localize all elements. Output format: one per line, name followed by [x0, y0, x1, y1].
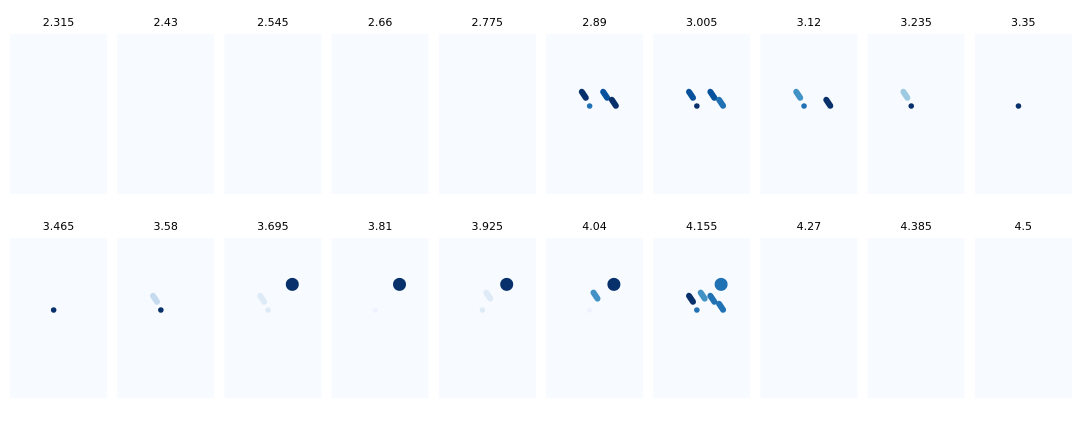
panel-title: 4.385 — [900, 220, 932, 233]
scatter-point — [716, 300, 727, 313]
scatter-point — [697, 289, 708, 302]
panel-title: 2.66 — [368, 16, 393, 29]
panel: 4.27 — [760, 220, 858, 398]
scatter-point — [607, 277, 621, 291]
scatter-point — [479, 307, 486, 313]
scatter-point — [707, 88, 718, 101]
scatter-point — [694, 307, 700, 313]
panel: 2.315 — [10, 16, 107, 194]
panel: 4.5 — [974, 220, 1072, 398]
panel-background — [653, 238, 751, 398]
panel-title: 2.43 — [153, 16, 178, 29]
scatter-point — [285, 277, 299, 291]
panel: 2.43 — [117, 16, 215, 194]
panel: 4.385 — [867, 220, 965, 398]
scatter-point — [716, 96, 727, 109]
panel-title: 3.465 — [43, 220, 75, 233]
scatter-point — [50, 307, 57, 313]
panel-title: 4.04 — [582, 220, 607, 233]
scatter-point — [608, 96, 619, 109]
panel: 3.81 — [331, 220, 429, 398]
panel-background — [10, 34, 107, 194]
panel-background — [117, 34, 215, 194]
scatter-point — [793, 88, 804, 101]
panel-background — [10, 238, 107, 398]
panel: 3.465 — [10, 220, 107, 398]
panel-background — [760, 34, 858, 194]
panel: 2.66 — [331, 16, 429, 194]
panel: 3.58 — [117, 220, 215, 398]
scatter-point — [500, 277, 514, 291]
panel-background — [974, 34, 1072, 194]
panel-title: 3.695 — [257, 220, 289, 233]
panel-background — [438, 34, 536, 194]
scatter-point — [590, 289, 601, 302]
scatter-point — [686, 88, 697, 101]
scatter-point — [257, 292, 268, 305]
panel: 3.12 — [760, 16, 858, 194]
scatter-point — [900, 88, 911, 101]
scatter-point — [694, 103, 700, 109]
panel-background — [974, 238, 1072, 398]
panel-background — [653, 34, 751, 194]
panel-background — [760, 238, 858, 398]
panel-title: 2.89 — [582, 16, 607, 29]
panel-grid: 2.315 2.43 2.545 2.66 2.775 2.89 3.005 3.12 3.23… — [10, 16, 1072, 398]
panel: 3.695 — [224, 220, 322, 398]
panel-background — [546, 34, 643, 194]
panel: 2.775 — [438, 16, 536, 194]
panel: 2.89 — [546, 16, 643, 194]
panel-background — [224, 34, 322, 194]
panel-title: 3.35 — [1011, 16, 1036, 29]
scatter-point — [265, 307, 271, 313]
panel: 3.35 — [974, 16, 1072, 194]
panel-title: 3.81 — [368, 220, 393, 233]
panel-title: 3.925 — [472, 220, 504, 233]
scatter-point — [714, 277, 728, 291]
scatter-point — [801, 103, 807, 109]
panel-background — [546, 238, 643, 398]
panel-background — [331, 238, 429, 398]
scatter-point — [150, 292, 161, 305]
panel: 3.005 — [653, 16, 751, 194]
panel: 4.04 — [546, 220, 643, 398]
panel: 3.925 — [438, 220, 536, 398]
panel-background — [224, 238, 322, 398]
panel-title: 3.58 — [153, 220, 178, 233]
scatter-point — [158, 307, 164, 313]
panel: 4.155 — [653, 220, 751, 398]
panel-title: 4.5 — [1015, 220, 1033, 233]
panel-title: 2.775 — [472, 16, 504, 29]
panel-background — [867, 34, 965, 194]
panel-title: 3.12 — [797, 16, 822, 29]
panel-title: 2.315 — [43, 16, 75, 29]
panel: 3.235 — [867, 16, 965, 194]
scatter-point — [600, 88, 611, 101]
scatter-point — [908, 103, 915, 109]
panel-title: 3.235 — [900, 16, 932, 29]
scatter-point — [686, 292, 697, 305]
scatter-point — [586, 307, 593, 313]
panel-background — [438, 238, 536, 398]
panel-title: 4.155 — [686, 220, 718, 233]
scatter-point — [1015, 103, 1022, 109]
panel-background — [117, 238, 215, 398]
panel-title: 4.27 — [797, 220, 822, 233]
panel: 2.545 — [224, 16, 322, 194]
scatter-point — [483, 289, 494, 302]
scatter-point — [823, 96, 834, 109]
scatter-point — [586, 103, 593, 109]
scatter-point — [707, 292, 718, 305]
panel-title: 3.005 — [686, 16, 718, 29]
scatter-point — [578, 88, 589, 101]
panel-title: 2.545 — [257, 16, 289, 29]
panel-background — [331, 34, 429, 194]
scatter-point — [393, 277, 406, 291]
scatter-point — [372, 307, 379, 313]
panel-background — [867, 238, 965, 398]
